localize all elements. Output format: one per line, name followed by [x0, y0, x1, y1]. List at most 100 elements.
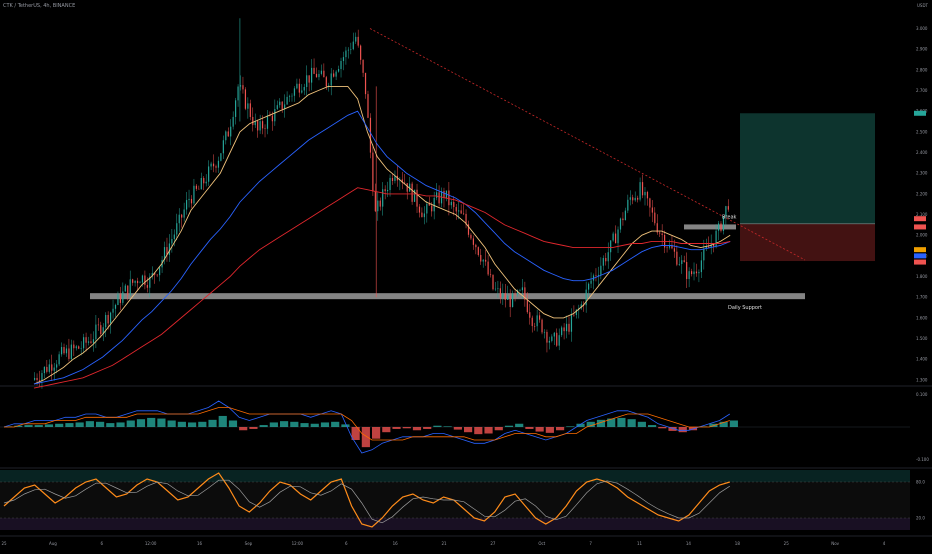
macd-bar	[423, 427, 432, 429]
time-tick-label: 4	[883, 541, 886, 546]
stoch-oversold-zone	[0, 518, 910, 530]
candle-body	[362, 59, 364, 73]
candle-body	[53, 367, 55, 371]
candle-body	[298, 83, 300, 93]
stoch-overbought-zone	[0, 470, 910, 482]
candle-body	[34, 377, 36, 380]
candle-body	[480, 255, 482, 262]
candle-body	[222, 140, 224, 154]
macd-bar	[310, 423, 319, 427]
candle-body	[536, 315, 538, 327]
candle-body	[668, 245, 671, 248]
candle-body	[75, 346, 77, 349]
candle-body	[534, 326, 536, 327]
price-tick-label: 1.300	[916, 377, 928, 382]
candle-body	[622, 218, 624, 221]
candle-body	[666, 247, 668, 249]
candle-body	[590, 280, 592, 284]
macd-bar	[14, 425, 23, 427]
candle-body	[122, 291, 124, 303]
candle-body	[274, 109, 276, 122]
candle-body	[531, 317, 533, 327]
price-tick-label: 2.200	[916, 191, 928, 196]
candle-body	[132, 279, 134, 283]
candle-body	[242, 85, 244, 90]
candle-body	[325, 77, 327, 87]
price-tick-label: 1.400	[916, 357, 928, 362]
candle-body	[102, 327, 104, 335]
candle-body	[340, 60, 342, 70]
candle-body	[220, 153, 222, 161]
candle-body	[482, 259, 484, 262]
candle-body	[524, 287, 526, 300]
macd-bar	[24, 425, 33, 427]
candle-body	[284, 104, 286, 110]
candle-body	[68, 348, 70, 359]
candle-body	[352, 41, 354, 50]
candle-body	[109, 312, 112, 324]
candle-body	[291, 95, 293, 97]
candle-body	[193, 185, 195, 204]
price-badge	[914, 110, 926, 116]
candle-body	[176, 223, 178, 235]
macd-bar	[617, 417, 626, 427]
candle-body	[431, 205, 433, 212]
candle-body	[124, 285, 126, 292]
candle-body	[529, 312, 531, 318]
macd-bar	[75, 422, 84, 427]
macd-bar	[556, 427, 565, 431]
candle-body	[401, 179, 403, 183]
candle-body	[526, 299, 528, 313]
candle-body	[46, 366, 48, 372]
candle-body	[303, 87, 305, 91]
price-tick-label: 2.000	[916, 233, 928, 238]
candle-body	[416, 189, 418, 207]
candle-body	[382, 189, 384, 207]
candle-body	[350, 49, 352, 50]
candle-body	[323, 70, 325, 78]
candle-body	[92, 339, 95, 343]
candle-body	[651, 207, 653, 213]
candle-body	[683, 260, 685, 263]
macd-bar	[218, 415, 227, 427]
candle-body	[168, 243, 171, 255]
macd-bar	[637, 421, 646, 427]
candle-body	[254, 120, 256, 126]
candle-body	[188, 198, 190, 201]
candle-body	[624, 210, 626, 221]
macd-bar	[126, 420, 135, 427]
candle-body	[247, 103, 249, 109]
candle-body	[195, 185, 197, 189]
candle-body	[83, 337, 85, 349]
candle-body	[575, 309, 577, 315]
price-badge	[914, 247, 926, 253]
candle-body	[80, 348, 82, 349]
candle-body	[97, 324, 99, 326]
candle-body	[695, 271, 698, 274]
candle-body	[308, 75, 310, 83]
macd-bar	[443, 426, 452, 427]
stoch-k-line	[3, 472, 730, 528]
macd-tick-label: -0.100	[916, 457, 929, 462]
candle-body	[538, 315, 541, 320]
macd-bar	[106, 423, 115, 427]
candle-body	[65, 348, 68, 354]
candle-body	[565, 323, 568, 332]
candle-body	[610, 240, 612, 253]
candle-body	[585, 289, 587, 306]
candle-body	[333, 73, 335, 77]
candle-body	[588, 283, 590, 290]
candle-body	[568, 323, 570, 332]
candle-body	[210, 163, 212, 167]
candle-body	[41, 373, 43, 381]
macd-bar	[157, 418, 166, 427]
candle-body	[301, 90, 303, 93]
candle-body	[494, 288, 497, 290]
candle-body	[227, 131, 229, 137]
macd-bar	[188, 422, 197, 427]
candle-body	[512, 293, 514, 307]
candle-body	[605, 257, 607, 262]
candle-body	[438, 192, 440, 204]
